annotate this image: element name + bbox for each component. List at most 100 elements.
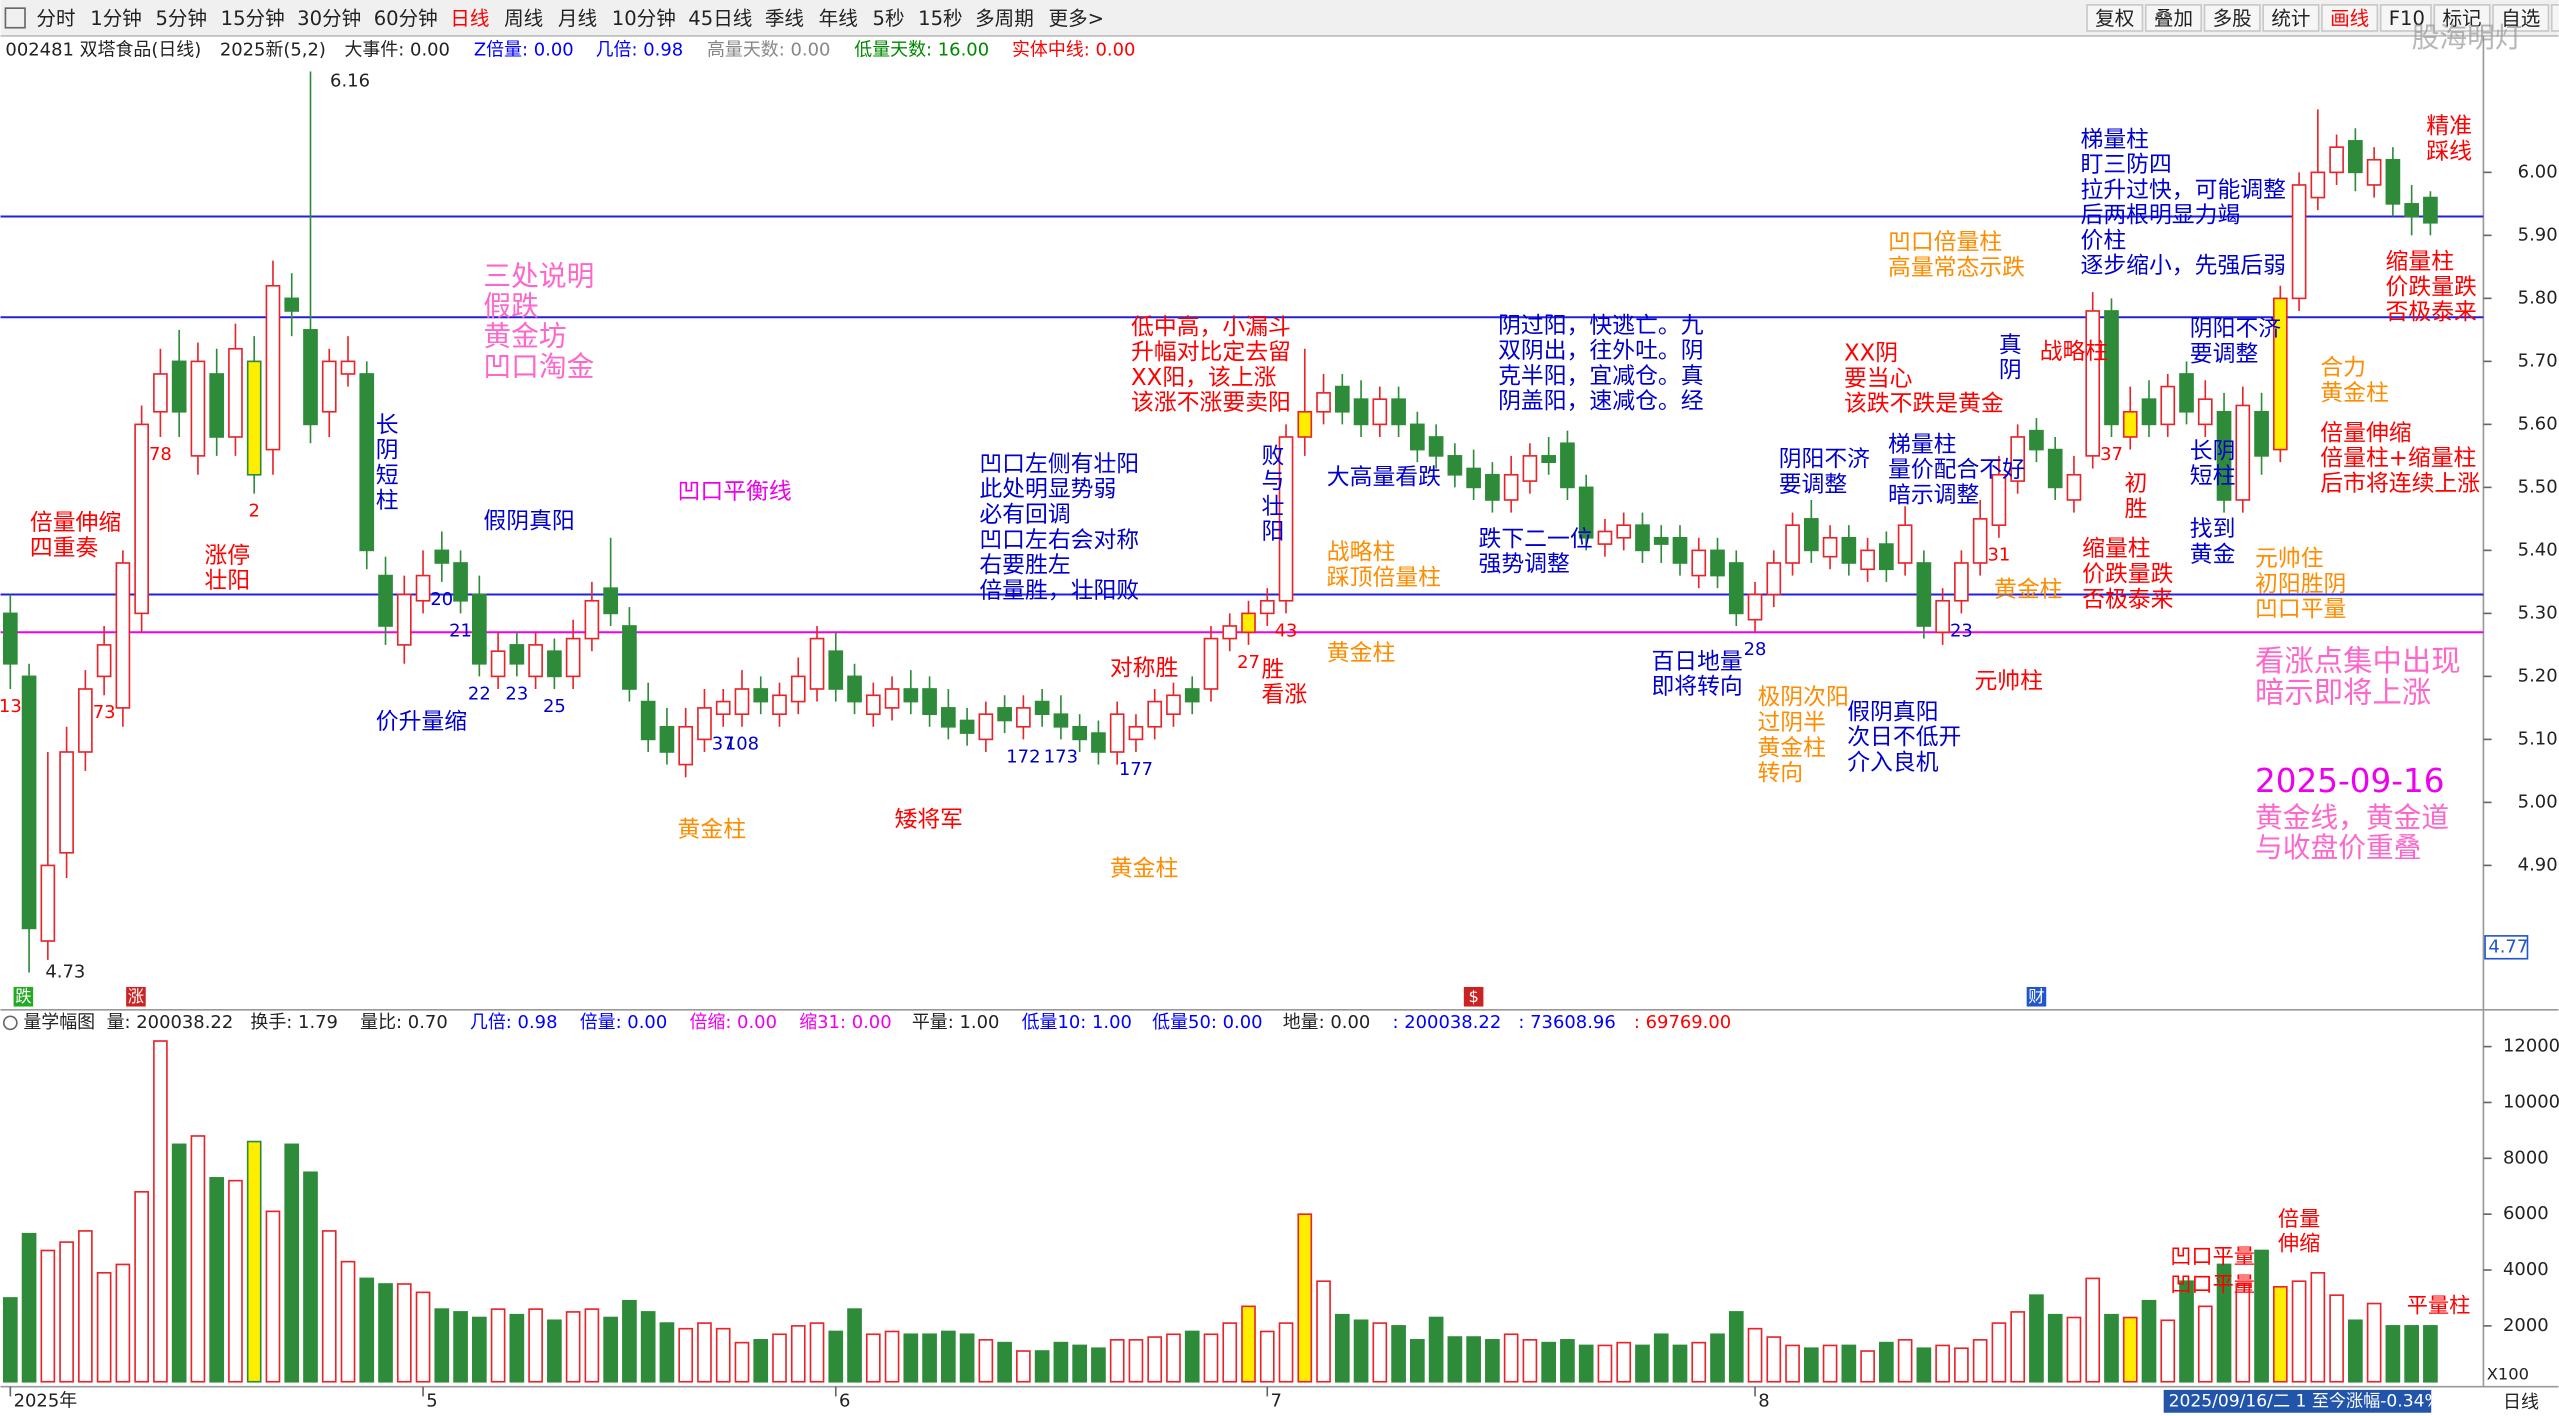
volume-bar <box>1278 1322 1294 1383</box>
toolbar-button[interactable] <box>2144 4 2203 32</box>
volume-bar <box>96 1272 112 1383</box>
toolbar-tab[interactable]: 日线 <box>450 7 489 30</box>
annotation: 阴阳不济 <box>2190 316 2281 342</box>
event-label[interactable]: $ <box>1468 987 1478 1006</box>
annotation: 阴盖阳，速减仓。经 <box>1498 389 1704 415</box>
toolbar-tab[interactable]: 更多> <box>1049 7 1105 30</box>
panel-icon[interactable] <box>2 1015 18 1031</box>
candle-body <box>922 688 937 716</box>
status-date: 2025/09/16/二 1 至今涨幅-0.34% <box>2169 1391 2441 1411</box>
candle-body <box>2047 448 2063 489</box>
toolbar-tab[interactable]: 5分钟 <box>155 7 207 30</box>
toolbar-button[interactable] <box>2550 4 2559 32</box>
candle-body <box>903 688 919 703</box>
event-marker[interactable] <box>13 986 34 1007</box>
y-tick-label: 5.40 <box>2518 539 2558 560</box>
candle-body <box>1860 549 1875 571</box>
volume-bar <box>1034 1350 1050 1383</box>
toolbar-button-label[interactable]: 自选 <box>2501 7 2540 30</box>
toolbar-button-label[interactable]: F10 <box>2389 7 2425 30</box>
event-marker[interactable] <box>126 986 146 1007</box>
volume-bar <box>1353 1319 1369 1383</box>
toolbar-tab[interactable]: 30分钟 <box>297 7 361 30</box>
volume-unit: X100 <box>2487 1365 2529 1384</box>
toolbar-tab[interactable]: 15分钟 <box>221 7 285 30</box>
event-label[interactable]: 财 <box>2028 987 2044 1006</box>
y-tick-label: 6000 <box>2503 1203 2549 1224</box>
toolbar-tab[interactable]: 月线 <box>558 7 597 30</box>
volume-bar <box>1672 1344 1688 1383</box>
candle-body <box>1879 543 1894 571</box>
toolbar-tab[interactable]: 周线 <box>504 7 543 30</box>
annotation: 后市将连续上涨 <box>2320 471 2480 497</box>
toolbar-button[interactable] <box>2321 4 2379 32</box>
toolbar-button[interactable] <box>2203 4 2261 32</box>
event-marker[interactable] <box>2026 986 2047 1007</box>
candle-body <box>2010 436 2026 482</box>
event-marker[interactable] <box>1463 986 1484 1007</box>
y-tick-label: 10000 <box>2503 1091 2559 1112</box>
candle-body <box>1072 725 1088 741</box>
toolbar-tab[interactable]: 年线 <box>819 7 858 30</box>
volume-bar <box>1109 1339 1125 1383</box>
annotation: 阴阳不济 <box>1779 447 1870 473</box>
toolbar-button-label[interactable]: 标记 <box>2442 7 2481 30</box>
volume-bar <box>1391 1325 1406 1383</box>
toolbar-button-label[interactable]: 画线 <box>2330 7 2369 30</box>
candle-body <box>59 751 74 854</box>
candle-body <box>1166 694 1181 716</box>
toolbar-button-label[interactable]: 叠加 <box>2154 7 2193 30</box>
annotation: 阴 <box>376 438 399 464</box>
volume-bar <box>1710 1333 1725 1383</box>
toolbar-tab[interactable]: 1分钟 <box>90 7 142 30</box>
toolbar-button-label[interactable]: 多股 <box>2213 7 2252 30</box>
candle-body <box>1410 423 1425 451</box>
toolbar-button[interactable] <box>2379 4 2432 32</box>
y-tick-label: 5.30 <box>2518 602 2558 623</box>
toolbar-button[interactable] <box>2492 4 2550 32</box>
candle-body <box>1447 455 1463 476</box>
candle-body <box>2291 184 2307 300</box>
y-tick-label: 5.20 <box>2518 665 2558 686</box>
y-tick-label: 5.50 <box>2518 476 2558 497</box>
toolbar-tab[interactable]: 60分钟 <box>374 7 438 30</box>
annotation: 柱 <box>376 488 399 514</box>
candle-body <box>509 644 525 665</box>
candle-body <box>396 593 412 646</box>
annotation: 与 <box>1262 469 1285 495</box>
candle-body <box>434 549 450 564</box>
volume-bar <box>828 1330 844 1383</box>
candle-body <box>1635 524 1650 552</box>
candle-label: 177 <box>1119 759 1153 780</box>
candle-body <box>265 284 281 451</box>
candle-body <box>2122 410 2138 438</box>
toolbar-button-label[interactable]: 复权 <box>2095 7 2134 30</box>
candle-body <box>1091 732 1106 753</box>
toolbar-tab[interactable]: 15秒 <box>918 7 962 30</box>
candle-label: 20 <box>430 589 453 610</box>
candle-body <box>1597 530 1613 545</box>
toolbar-tab[interactable]: 多周期 <box>975 7 1034 30</box>
toolbar-button[interactable] <box>2262 4 2320 32</box>
toolbar-button-label[interactable]: 统计 <box>2271 7 2310 30</box>
volume-bar <box>1879 1341 1894 1383</box>
menu-icon[interactable] <box>4 7 26 29</box>
volume-header-item: : 73608.96 <box>1518 1012 1615 1033</box>
volume-bar <box>434 1308 450 1383</box>
toolbar-tab[interactable]: 45日线 <box>688 7 752 30</box>
logo: 股海明灯 <box>2412 21 2523 54</box>
volume-bar <box>453 1311 468 1383</box>
candle-body <box>865 694 881 716</box>
toolbar-tab[interactable]: 分时 <box>36 7 75 30</box>
event-label[interactable]: 跌 <box>15 987 31 1006</box>
toolbar-button[interactable] <box>2433 4 2491 32</box>
event-label[interactable]: 涨 <box>128 987 144 1006</box>
toolbar-tab[interactable]: 5秒 <box>873 7 905 30</box>
candle-label: 23 <box>505 683 528 704</box>
toolbar-button[interactable] <box>2086 4 2144 32</box>
status-period[interactable]: 日线 <box>2503 1392 2539 1413</box>
toolbar-tab[interactable]: 10分钟 <box>612 7 676 30</box>
volume-bar <box>753 1339 769 1383</box>
x-tick-label: 2025年 <box>14 1390 78 1411</box>
toolbar-tab[interactable]: 季线 <box>765 7 804 30</box>
